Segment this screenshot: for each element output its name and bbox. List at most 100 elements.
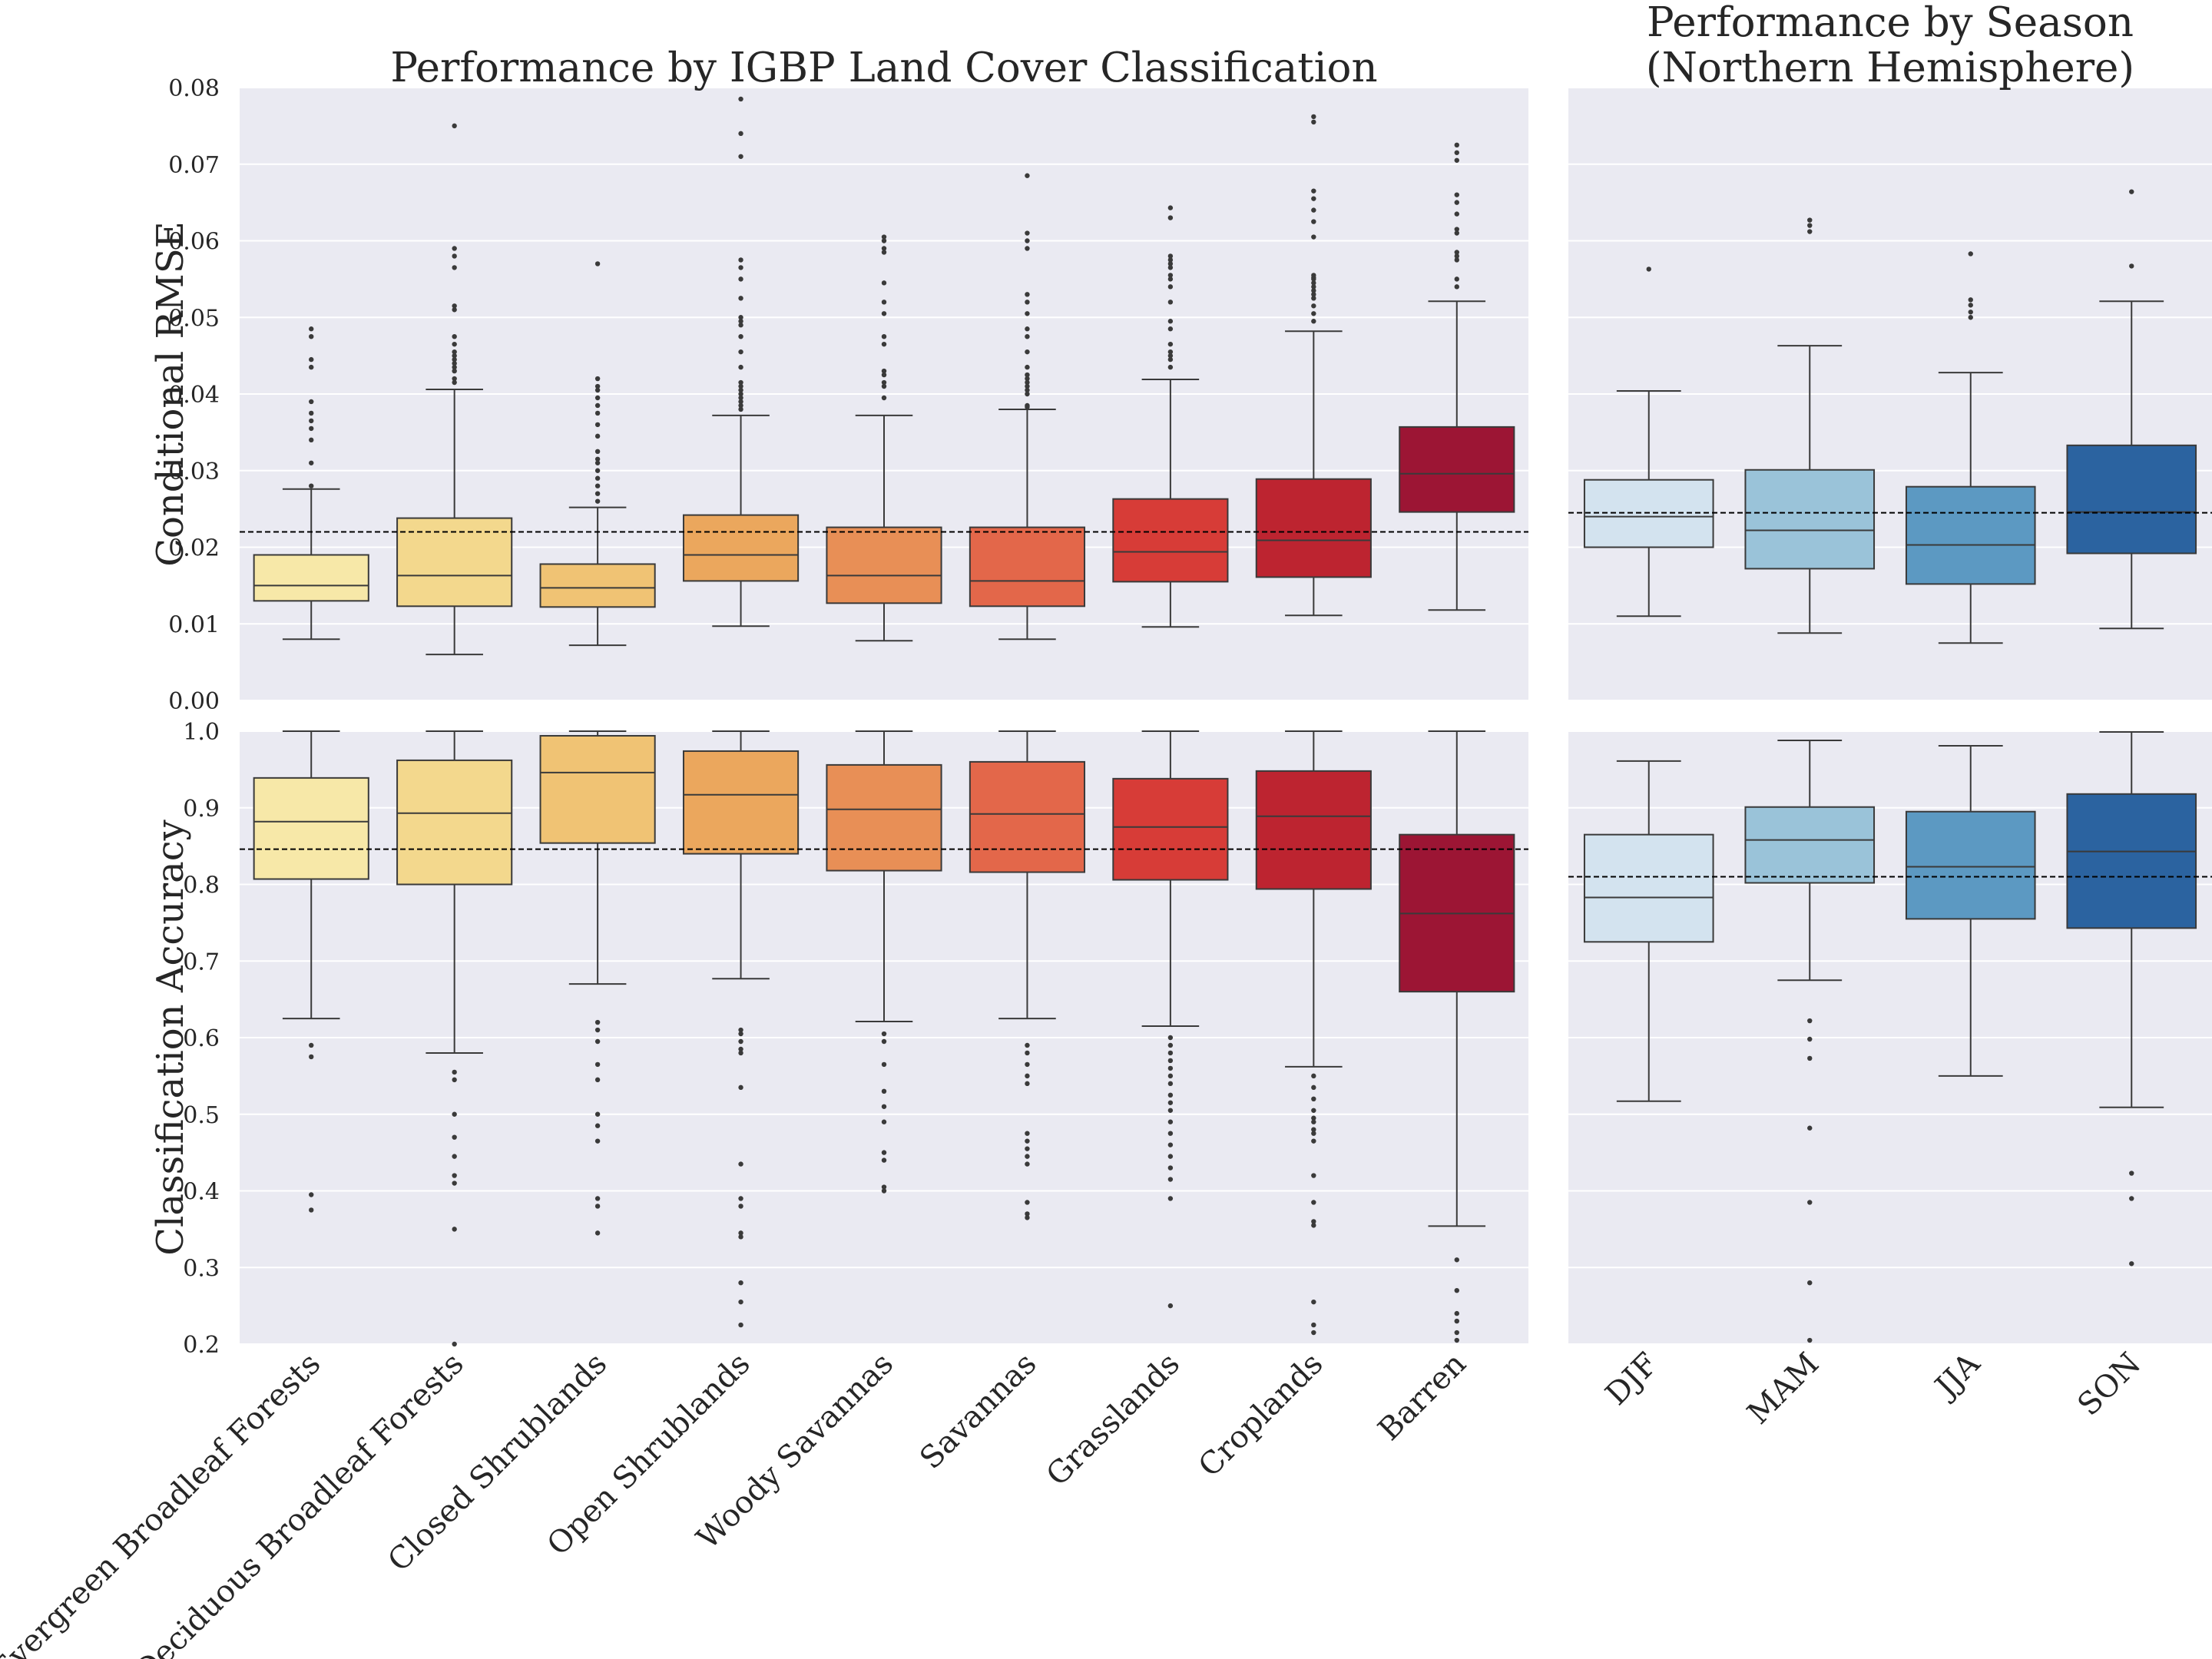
box-body: [826, 763, 942, 872]
outlier-point: [738, 1046, 743, 1052]
outlier-point: [1311, 284, 1316, 290]
x-tick-label: JJA: [1926, 1346, 1987, 1406]
box-4: [682, 730, 800, 1328]
y-tick-label: 0.8: [183, 873, 220, 899]
outlier-point: [1454, 276, 1459, 282]
outlier-point: [738, 391, 743, 397]
y-tick-label: 0.02: [168, 535, 220, 562]
outlier-point: [738, 131, 743, 137]
outlier-point: [1025, 292, 1030, 297]
outlier-point: [1311, 1138, 1316, 1144]
outlier-point: [1807, 217, 1813, 223]
outlier-point: [594, 1019, 601, 1025]
chart-title-season-line2: (Northern Hemisphere): [1646, 45, 2134, 91]
box-body: [253, 777, 369, 880]
chart-title-season-line1: Performance by Season: [1647, 0, 2134, 46]
outlier-point: [1025, 1050, 1030, 1056]
outlier-point: [738, 383, 743, 389]
outlier-point: [309, 483, 314, 488]
outlier-point: [1311, 1219, 1316, 1224]
outlier-point: [309, 333, 314, 339]
outlier-point: [1807, 223, 1813, 228]
outlier-point: [2129, 263, 2134, 269]
outlier-point: [1968, 315, 1973, 320]
outlier-point: [738, 402, 743, 409]
box-body: [1905, 485, 2036, 585]
outlier-point: [1454, 253, 1459, 259]
box-marks: [1568, 730, 2212, 1343]
outlier-point: [881, 280, 887, 286]
outlier-point: [1454, 227, 1459, 232]
box-marks: [240, 96, 1528, 656]
outlier-point: [881, 1157, 887, 1163]
box-9: [1399, 730, 1515, 1343]
outlier-point: [1167, 300, 1174, 305]
outlier-point: [1167, 273, 1174, 278]
outlier-point: [1025, 173, 1030, 178]
box-body: [969, 526, 1086, 608]
outlier-point: [1807, 1125, 1813, 1131]
outlier-point: [1025, 1146, 1030, 1151]
outlier-point: [309, 1207, 314, 1213]
outlier-point: [738, 1084, 743, 1091]
outlier-point: [1311, 219, 1316, 224]
outlier-point: [594, 410, 601, 416]
outlier-point: [1454, 1287, 1459, 1293]
box-body: [826, 526, 942, 604]
box-6: [969, 730, 1086, 1220]
outlier-point: [594, 468, 601, 473]
outlier-point: [881, 379, 887, 386]
outlier-point: [1167, 276, 1174, 282]
outlier-point: [309, 426, 314, 432]
box-2: [1744, 739, 1876, 1343]
outlier-point: [1167, 1058, 1174, 1064]
x-tick-label: SON: [2071, 1346, 2147, 1423]
outlier-point: [594, 1061, 601, 1068]
outlier-point: [1167, 319, 1174, 324]
outlier-point: [1311, 114, 1316, 120]
panel-accuracy-season: [1568, 730, 2212, 1345]
outlier-point: [738, 399, 743, 405]
outlier-point: [452, 360, 457, 366]
outlier-point: [1167, 1142, 1174, 1147]
outlier-point: [1025, 372, 1030, 378]
outlier-point: [881, 1038, 887, 1045]
outlier-point: [452, 1069, 457, 1075]
outlier-point: [1454, 200, 1459, 205]
outlier-point: [881, 395, 887, 401]
outlier-point: [738, 296, 743, 301]
y-tick-label: 0.3: [183, 1255, 220, 1282]
outlier-point: [881, 1104, 887, 1109]
y-tick-label: 0.9: [183, 796, 220, 823]
box-body: [539, 563, 656, 608]
outlier-point: [1807, 1036, 1813, 1042]
outlier-point: [1807, 1055, 1813, 1061]
outlier-point: [1167, 261, 1174, 267]
outlier-point: [1025, 1200, 1030, 1205]
y-tick-label: 0.03: [168, 459, 220, 485]
outlier-point: [1167, 1165, 1174, 1171]
panel-accuracy-landcover: 0.2 0.3 0.4 0.5 0.6 0.7 0.8 0.9 1.0: [183, 719, 1528, 1359]
box-body: [1744, 806, 1876, 884]
box-4: [682, 96, 800, 628]
outlier-point: [1311, 319, 1316, 324]
outlier-point: [309, 437, 314, 443]
outlier-point: [738, 1204, 743, 1209]
outlier-point: [881, 1150, 887, 1155]
outlier-point: [309, 364, 314, 370]
outlier-point: [1311, 1108, 1316, 1113]
x-tick-label: MAM: [1740, 1346, 1826, 1432]
outlier-point: [1311, 234, 1316, 240]
outlier-point: [1167, 257, 1174, 263]
box-body: [396, 759, 513, 886]
outlier-point: [1025, 300, 1030, 305]
outlier-point: [594, 395, 601, 401]
outlier-point: [738, 364, 743, 370]
outlier-point: [309, 460, 314, 465]
outlier-point: [1968, 251, 1973, 257]
outlier-point: [1025, 383, 1030, 389]
outlier-point: [1025, 1061, 1030, 1068]
outlier-point: [1311, 280, 1316, 286]
chart-title-landcover: Performance by IGBP Land Cover Classific…: [390, 45, 1377, 91]
outlier-point: [1454, 1310, 1459, 1316]
